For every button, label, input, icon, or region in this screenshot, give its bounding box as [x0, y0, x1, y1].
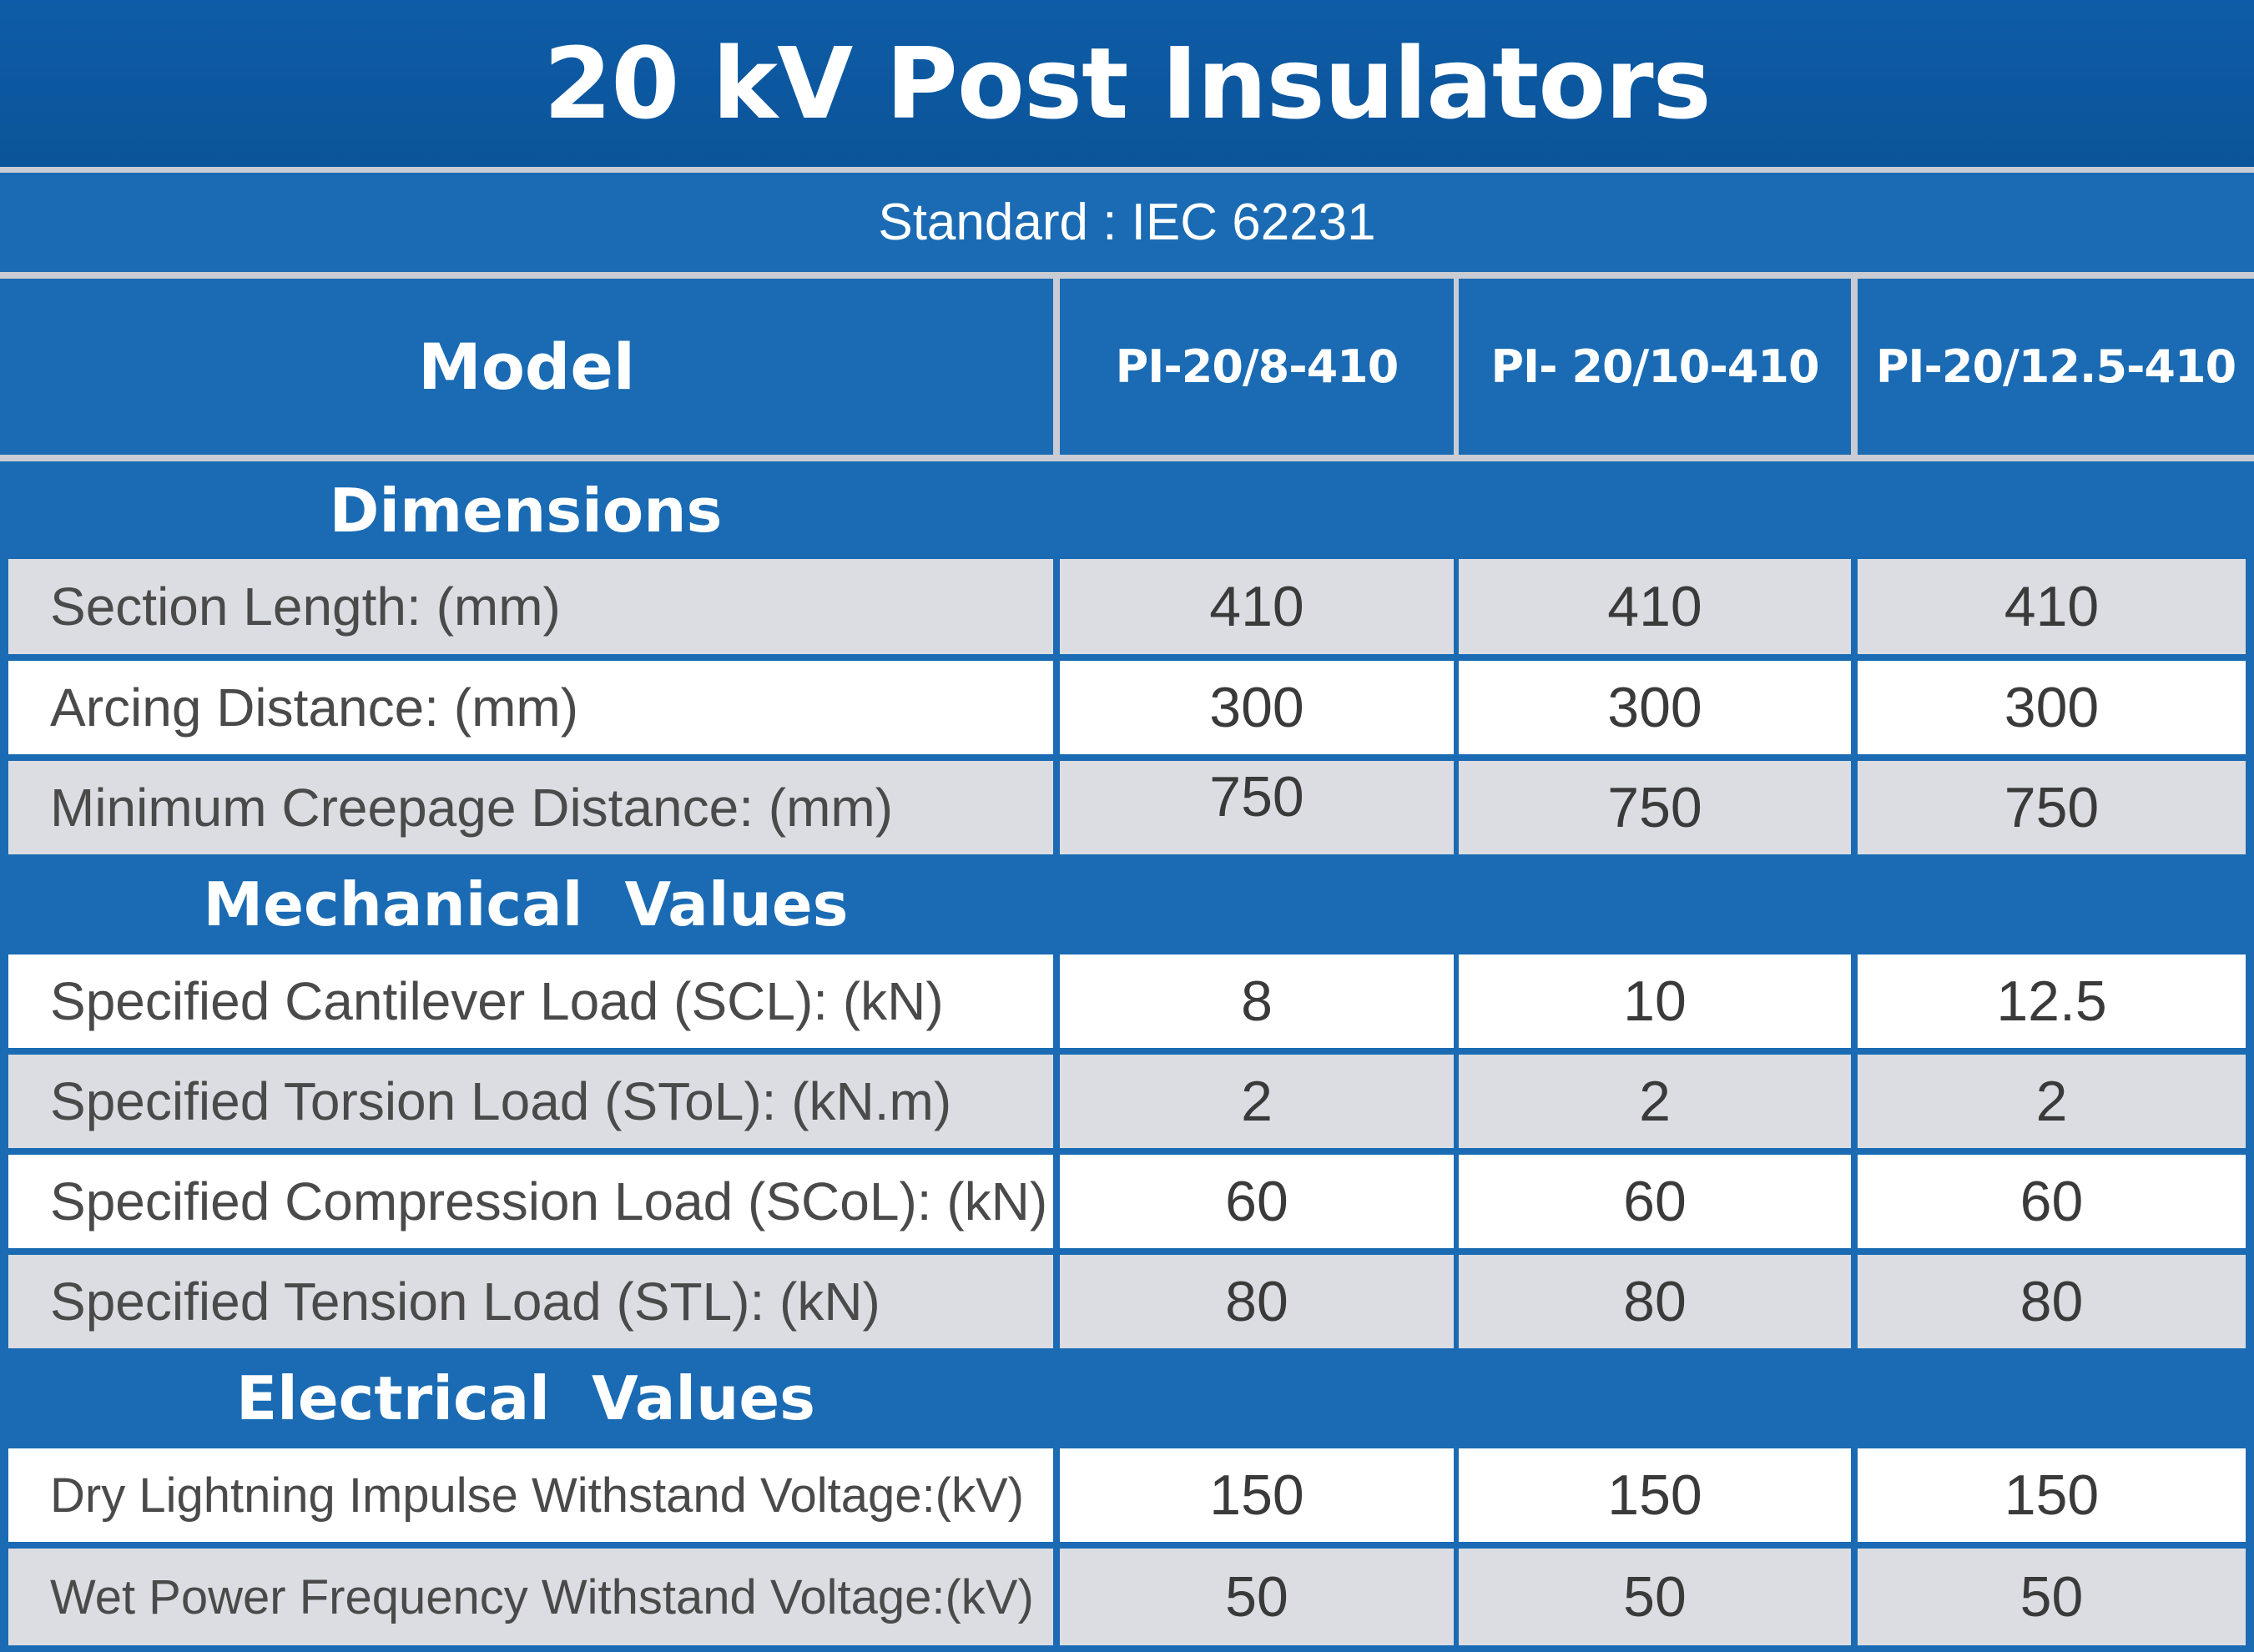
- value-cell: 50: [1060, 1549, 1454, 1645]
- section-dimensions: Dimensions: [0, 461, 2254, 559]
- value-cell: 410: [1858, 559, 2246, 654]
- value-cell: 150: [1060, 1448, 1454, 1542]
- row-label-creepage-distance: Minimum Creepage Distance: (mm): [8, 761, 1053, 854]
- section-mechanical: Mechanical Values: [0, 854, 2254, 954]
- page-title: 20 kV Post Insulators: [543, 26, 1712, 141]
- model-column-3: PI-20/12.5-410: [1858, 279, 2254, 455]
- value-cell: 300: [1060, 661, 1454, 754]
- value-cell: 150: [1459, 1448, 1851, 1542]
- value-cell: 750: [1459, 761, 1851, 854]
- value-cell: 8: [1060, 954, 1454, 1048]
- value-cell: 80: [1858, 1255, 2246, 1348]
- value-cell: 10: [1459, 954, 1851, 1048]
- section-title: Dimensions: [329, 475, 723, 546]
- value-cell: 2: [1459, 1055, 1851, 1148]
- row-label-tension-load: Specified Tension Load (STL): (kN): [8, 1255, 1053, 1348]
- value-cell: 300: [1459, 661, 1851, 754]
- row-label-wet-power-frequency: Wet Power Frequency Withstand Voltage:(k…: [8, 1549, 1053, 1645]
- value-cell: 750: [1060, 761, 1454, 854]
- value-cell: 80: [1459, 1255, 1851, 1348]
- value-cell: 80: [1060, 1255, 1454, 1348]
- column-divider: [1454, 279, 1459, 455]
- value-cell: 410: [1060, 559, 1454, 654]
- value-cell: 60: [1459, 1155, 1851, 1248]
- section-title: Electrical Values: [235, 1363, 816, 1433]
- row-label-cantilever-load: Specified Cantilever Load (SCL): (kN): [8, 954, 1053, 1048]
- divider: [0, 455, 2254, 461]
- value-cell: 150: [1858, 1448, 2246, 1542]
- divider: [0, 167, 2254, 173]
- value-cell: 2: [1858, 1055, 2246, 1148]
- column-divider: [1851, 279, 1858, 455]
- value-cell: 2: [1060, 1055, 1454, 1148]
- row-label-torsion-load: Specified Torsion Load (SToL): (kN.m): [8, 1055, 1053, 1148]
- standard-label: Standard : IEC 62231: [878, 194, 1376, 251]
- value-cell: 50: [1858, 1549, 2246, 1645]
- row-label-dry-lightning: Dry Lightning Impulse Withstand Voltage:…: [8, 1448, 1053, 1542]
- value-cell: 50: [1459, 1549, 1851, 1645]
- column-divider: [1053, 279, 1060, 455]
- model-column-2: PI- 20/10-410: [1459, 279, 1851, 455]
- model-header: Model: [0, 279, 1053, 455]
- value-cell: 750: [1858, 761, 2246, 854]
- value-cell: 60: [1060, 1155, 1454, 1248]
- row-label-section-length: Section Length: (mm): [8, 559, 1053, 654]
- divider: [0, 272, 2254, 279]
- standard-bar: Standard : IEC 62231: [0, 173, 2254, 272]
- title-bar: 20 kV Post Insulators: [0, 0, 2254, 167]
- section-title: Mechanical Values: [203, 869, 849, 939]
- row-label-arcing-distance: Arcing Distance: (mm): [8, 661, 1053, 754]
- section-electrical: Electrical Values: [0, 1348, 2254, 1448]
- row-label-compression-load: Specified Compression Load (SCoL): (kN): [8, 1155, 1053, 1248]
- value-cell: 410: [1459, 559, 1851, 654]
- value-cell: 300: [1858, 661, 2246, 754]
- model-column-1: PI-20/8-410: [1060, 279, 1454, 455]
- value-cell: 60: [1858, 1155, 2246, 1248]
- value-cell: 12.5: [1858, 954, 2246, 1048]
